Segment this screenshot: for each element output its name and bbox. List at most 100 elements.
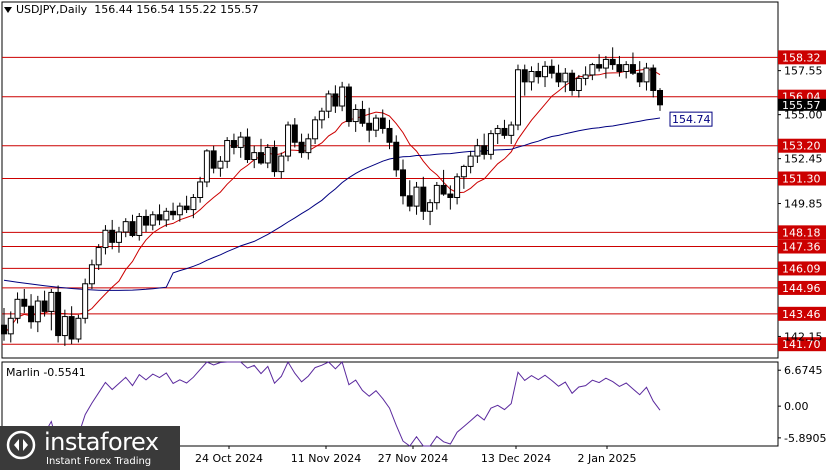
level-label-bg [778,138,826,153]
instaforex-logo: instaforex Instant Forex Trading [0,426,180,470]
candle-up [278,155,285,173]
candle-up [575,77,582,91]
level-label-bg [778,50,826,65]
candle-down [156,214,163,221]
main-frame [1,1,779,359]
candle-down [230,140,237,148]
candle-up [318,110,325,121]
ma-value-box [669,111,713,127]
candle-down [616,64,623,73]
candle-up [285,124,292,157]
current-price-bg [778,98,826,111]
level-label-bg [778,306,826,321]
candle-up [305,138,312,154]
candle-up [454,176,461,198]
candle-down [332,93,339,107]
candle-up [427,202,434,212]
candle-up [163,210,170,221]
candle-up [542,65,549,78]
ma-value-label: 154.74 [672,113,711,126]
candle-down [596,64,603,69]
candle-down [440,184,447,195]
candle-down [291,124,298,143]
x-tick-label: 24 Oct 2024 [195,452,263,465]
ohlc-values: 156.44 156.54 155.22 155.57 [94,3,259,16]
candle-up [7,317,14,335]
candle-down [298,141,305,154]
candle-up [494,127,501,135]
candle-up [508,124,515,136]
y-tick-label: 152.45 [784,153,823,166]
indicator-header: Marlin -0.5541 [6,366,86,379]
x-tick-label: 13 Dec 2024 [481,452,551,465]
level-label: 144.96 [782,282,821,295]
candle-up [176,205,183,216]
candles [1,47,663,346]
logo-brand: instaforex [44,428,159,456]
oscillator-panel: 6.6745 0.00 -5.8905 [3,360,826,448]
candle-up [190,196,197,211]
candle-down [569,72,576,91]
candle-up [224,140,231,162]
level-label: 151.30 [782,173,821,186]
candle-down [257,152,264,164]
candle-up [61,316,68,337]
candle-down [183,205,190,211]
level-label-bg [778,280,826,295]
candle-up [264,146,271,164]
candle-up [149,214,156,226]
candle-down [1,324,7,335]
level-label: 153.20 [782,140,821,153]
candle-down [244,136,251,161]
candle-up [325,93,332,112]
candle-down [393,141,400,171]
level-label: 146.09 [782,262,821,275]
candle-down [406,195,413,207]
logo-mark-icon [6,430,36,460]
candle-down [400,169,407,197]
candle-down [629,64,636,74]
candle-up [88,264,95,285]
candle-up [48,291,55,312]
oscillator-line [3,360,661,448]
candle-down [55,291,62,337]
candle-up [474,145,481,157]
chart-header: USDJPY,Daily 156.44 156.54 155.22 155.57 [4,3,259,16]
collapse-triangle-icon[interactable] [4,7,12,13]
candle-up [115,231,122,243]
y-tick-label: 149.85 [784,198,823,211]
candle-up [352,108,359,123]
candle-down [109,229,116,243]
candle-down [210,150,217,169]
candle-down [359,108,366,124]
x-tick-label: 27 Nov 2024 [378,452,448,465]
level-label-bg [778,337,826,352]
level-label: 158.32 [782,51,821,64]
candle-up [413,186,420,207]
level-label: 147.36 [782,241,821,254]
grid [1,1,779,447]
candle-up [102,229,109,249]
candle-up [14,298,21,319]
level-label: 143.46 [782,308,821,321]
candle-up [82,283,89,319]
ma-fast-line [3,68,661,335]
candle-down [548,65,555,74]
candle-up [122,221,129,233]
candle-down [170,210,177,216]
moving-averages: 154.74 [3,68,713,335]
candle-down [366,122,373,131]
candle-up [203,150,210,183]
level-label-bg [778,171,826,186]
candle-down [420,186,427,212]
candle-down [481,145,488,155]
candle-down [657,89,663,106]
osc-tick-label: -5.8905 [784,432,826,445]
candle-up [582,74,589,79]
candle-up [217,160,224,169]
y-tick-label: 155.00 [784,109,823,122]
candle-up [312,119,319,140]
ma-slow-line [3,117,661,291]
x-tick-label: 11 Nov 2024 [291,452,361,465]
